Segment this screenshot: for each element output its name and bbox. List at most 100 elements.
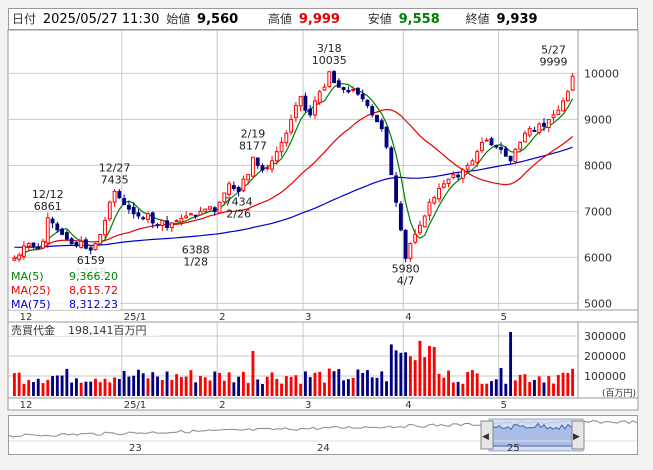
candle-body [503, 148, 508, 157]
candle-body [532, 129, 537, 132]
candle-body [88, 247, 93, 251]
legend-ma5-label: MA(5) [11, 270, 44, 283]
price-y-tick-label: 7000 [584, 205, 612, 218]
candle-body [308, 108, 313, 116]
volume-bar [222, 380, 226, 396]
candle-body [394, 175, 399, 203]
candle-body [45, 217, 50, 244]
volume-y-tick-label: 300000 [584, 330, 626, 343]
candle-body [265, 167, 270, 170]
volume-bar [494, 379, 498, 396]
volume-bar [366, 370, 369, 396]
candle-body [50, 218, 55, 224]
annotation-label: 12/12 [32, 188, 64, 201]
high-label: 高値 [268, 12, 293, 26]
annotation-label: 9999 [540, 55, 568, 68]
price-y-tick-label: 9000 [584, 113, 612, 126]
candle-body [69, 238, 74, 245]
low-label: 安値 [367, 12, 392, 26]
volume-bar [98, 382, 102, 396]
volume-bar [12, 373, 16, 396]
volume-bar [284, 376, 288, 396]
candle-body [422, 215, 427, 228]
volume-bar [294, 375, 298, 396]
volume-bar [428, 345, 431, 396]
volume-bar [132, 375, 136, 396]
candle-body [360, 93, 365, 100]
price-y-tick-label: 8000 [584, 159, 612, 172]
candle-body [427, 201, 432, 216]
candle-body [146, 213, 150, 220]
volume-bar [342, 380, 346, 396]
candle-body [441, 183, 446, 188]
close-value: 9,939 [496, 12, 538, 27]
annotation-label: 2/19 [241, 127, 266, 140]
candle-body [508, 155, 513, 162]
candle-body [298, 95, 303, 107]
volume-bar [261, 383, 264, 396]
volume-bar [346, 379, 350, 396]
volume-bar [466, 372, 470, 396]
candle-body [84, 239, 88, 249]
volume-bar [561, 372, 565, 396]
volume-bar [303, 371, 307, 396]
volume-bar [117, 379, 121, 396]
nav-right-handle[interactable]: ▶ [571, 420, 585, 450]
candle-body [212, 207, 217, 212]
candle-body [513, 148, 518, 163]
annotation-label: 5/27 [541, 43, 566, 56]
volume-bar [160, 379, 164, 396]
volume-bar [504, 383, 508, 396]
candle-body [208, 206, 212, 210]
low-value: 9,558 [398, 12, 440, 27]
period-navigator[interactable]: 23 24 25 ◀ ▶ [8, 415, 638, 455]
volume-x-tick-label: 12 [20, 400, 33, 411]
candle-body [126, 204, 131, 210]
candle-body [174, 220, 179, 223]
volume-bar [375, 377, 379, 396]
volume-bar [404, 352, 408, 396]
volume-bar [537, 376, 541, 396]
candle-body [570, 75, 575, 91]
price-y-tick-label: 5000 [584, 297, 612, 310]
candle-body [107, 201, 112, 220]
nav-left-handle[interactable]: ◀ [480, 420, 494, 450]
volume-bar [556, 374, 560, 396]
volume-bar [385, 381, 388, 396]
candle-body [408, 243, 413, 259]
volume-bar [27, 380, 31, 396]
volume-bar [246, 382, 250, 396]
open-label: 始値 [166, 12, 191, 26]
candle-body [284, 132, 289, 144]
volume-bar [79, 382, 83, 396]
volume-bar [84, 381, 88, 396]
volume-bar [437, 373, 441, 396]
volume-y-tick-label: 200000 [584, 350, 626, 363]
volume-bar [156, 376, 159, 396]
candle-body [379, 120, 384, 130]
candle-body [551, 114, 556, 119]
volume-bar [475, 373, 479, 396]
candle-body [484, 139, 489, 142]
volume-bar [399, 352, 403, 396]
candle-body [384, 126, 389, 148]
volume-bar [280, 383, 284, 396]
close-label: 終値 [465, 12, 490, 26]
volume-title: 売買代金 198,141百万円 [9, 323, 159, 337]
nav-label-23: 23 [129, 443, 142, 454]
annotation-label: 8177 [239, 139, 267, 152]
candle-body [179, 217, 184, 223]
candle-body [327, 71, 332, 88]
volume-bar [547, 376, 551, 396]
legend-ma25-value: 8,615.72 [69, 284, 118, 297]
volume-bar [141, 373, 145, 396]
candle-body [332, 71, 336, 84]
candle-body [542, 122, 546, 127]
volume-bar [370, 377, 374, 396]
volume-bar [313, 372, 317, 396]
volume-bar [103, 378, 107, 396]
